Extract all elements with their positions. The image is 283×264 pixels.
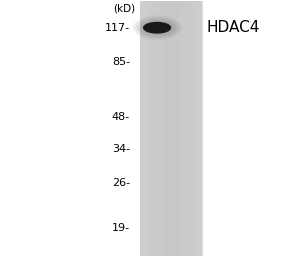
Text: 26-: 26- (112, 178, 130, 188)
Ellipse shape (133, 15, 181, 40)
Text: 117-: 117- (105, 23, 130, 33)
Text: 85-: 85- (112, 57, 130, 67)
Ellipse shape (143, 22, 171, 34)
Ellipse shape (140, 20, 174, 35)
Ellipse shape (138, 18, 176, 37)
Text: (kD): (kD) (113, 4, 136, 14)
Bar (140, 1, 202, 256)
Text: 34-: 34- (112, 144, 130, 154)
Text: 19-: 19- (112, 223, 130, 233)
Text: 48-: 48- (112, 112, 130, 122)
Ellipse shape (135, 17, 179, 38)
Text: HDAC4: HDAC4 (207, 20, 260, 35)
